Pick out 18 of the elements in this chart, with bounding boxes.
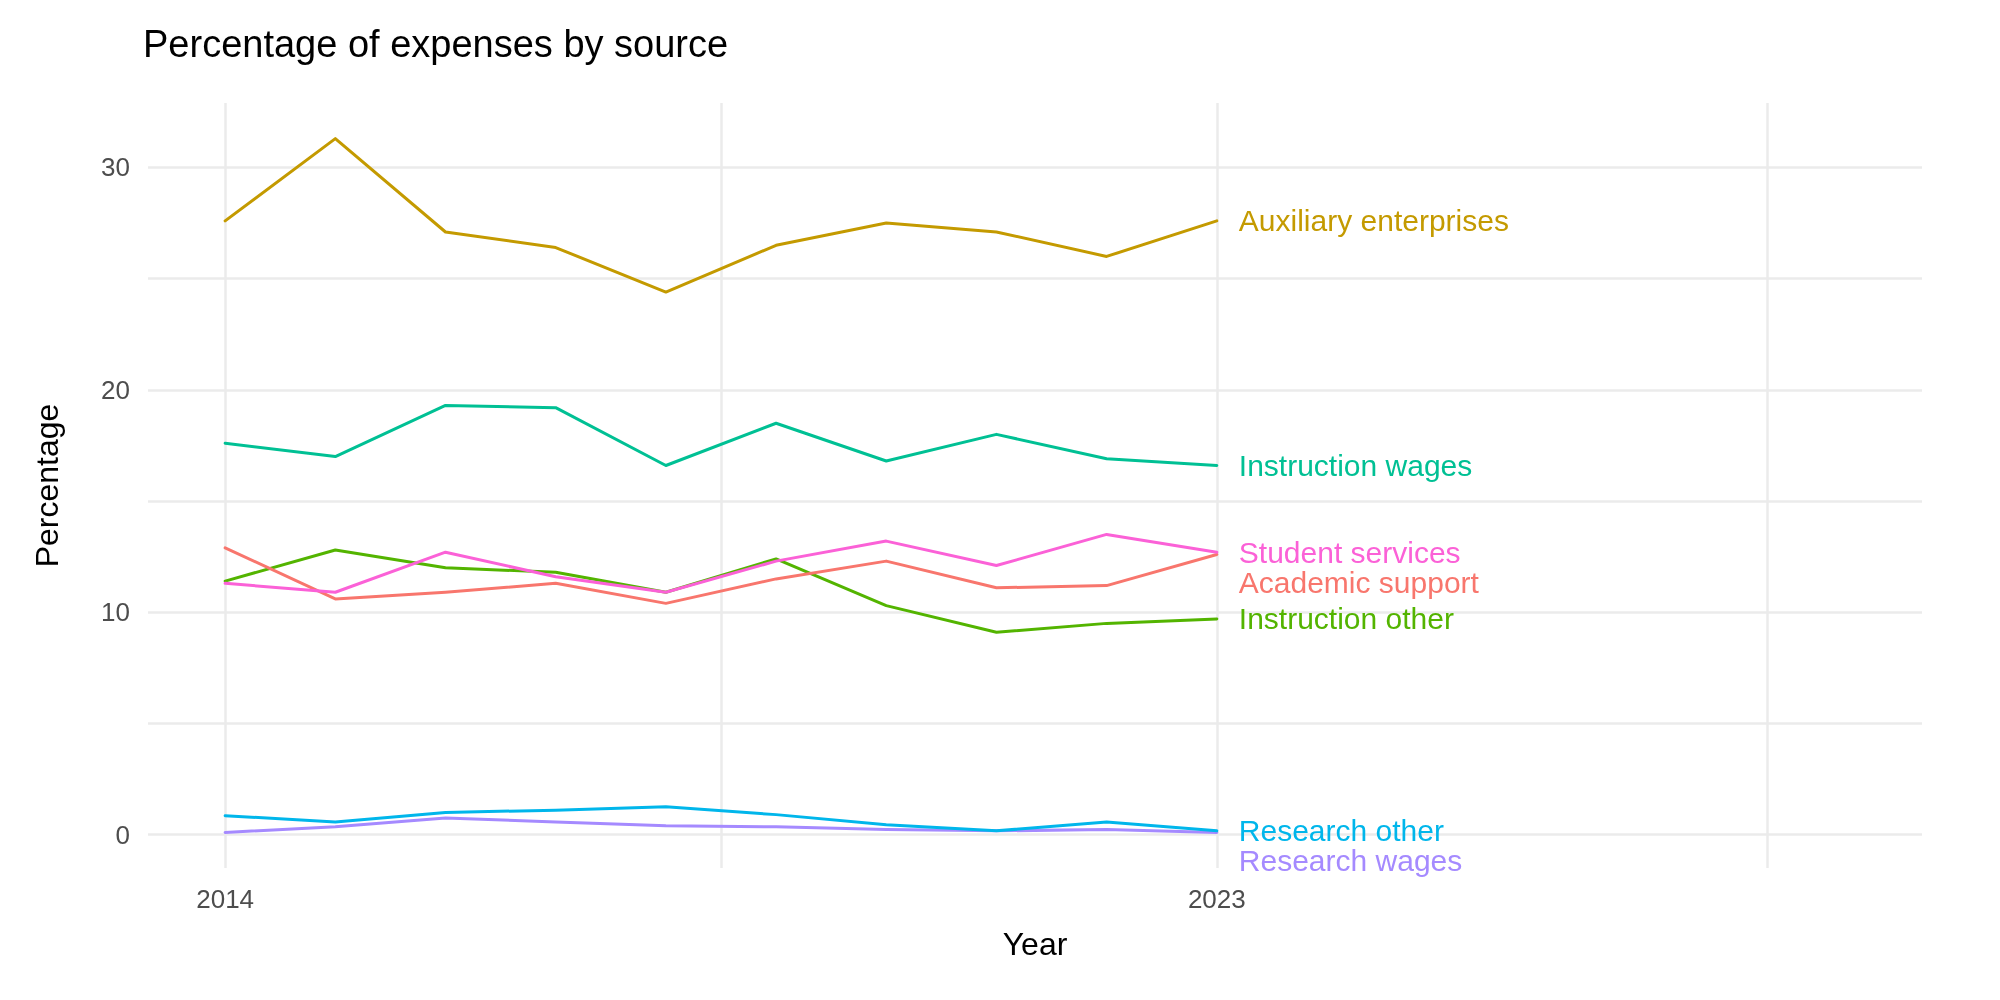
x-axis-title: Year (1002, 926, 1068, 962)
series-label: Auxiliary enterprises (1238, 204, 1509, 238)
y-tick-label: 20 (101, 374, 130, 405)
line-series (223, 403, 1219, 467)
line-series (223, 532, 1219, 594)
y-tick-label: 10 (101, 597, 130, 628)
line-series (223, 546, 1219, 605)
line-series (223, 805, 1219, 833)
y-tick-label: 30 (101, 152, 130, 183)
line-series (223, 816, 1219, 834)
y-axis-title: Percentage (29, 403, 65, 568)
x-tick-label: 2023 (1187, 884, 1246, 914)
x-tick-label: 2014 (196, 884, 255, 914)
series-label: Instruction other (1238, 602, 1454, 636)
line-series (223, 137, 1219, 294)
chart-title: Percentage of expenses by source (143, 23, 729, 65)
series-label: Instruction wages (1238, 448, 1473, 482)
y-tick-label: 0 (115, 819, 130, 850)
